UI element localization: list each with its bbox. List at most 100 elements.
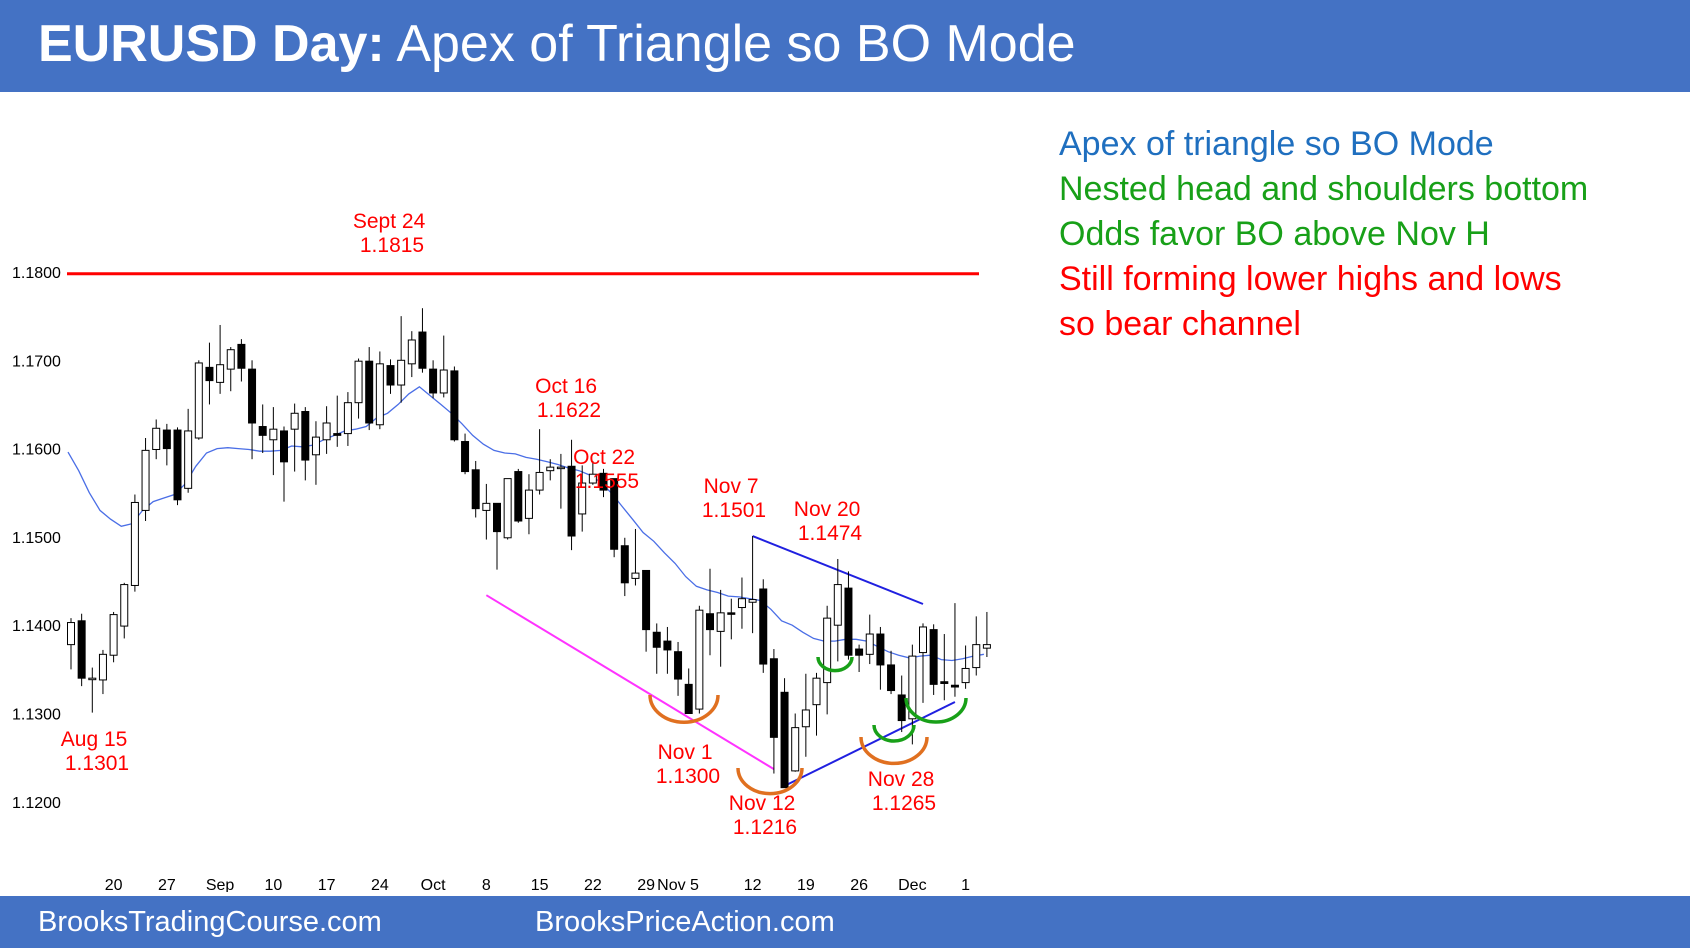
candle-body — [397, 359, 406, 386]
candle — [620, 537, 629, 597]
x-tick-label: 10 — [264, 877, 282, 892]
label-nov7: Nov 7 1.1501 — [702, 475, 766, 522]
candle-body — [706, 613, 714, 631]
candle-body — [450, 370, 459, 441]
candle-body — [407, 339, 416, 365]
y-tick-label: 1.1400 — [12, 618, 61, 635]
x-tick-label: 12 — [744, 877, 762, 892]
candle — [716, 589, 725, 667]
candle-body — [940, 681, 949, 684]
label-oct22-date: Oct 22 — [573, 446, 635, 469]
candle-body — [727, 612, 736, 615]
candle — [152, 419, 161, 460]
note-bear-channel: so bear channel — [1059, 305, 1301, 343]
candle-body — [929, 629, 938, 685]
candle-body — [226, 349, 235, 370]
y-tick-label: 1.1300 — [12, 707, 61, 724]
label-nov12: Nov 12 1.1216 — [729, 792, 801, 839]
footer-bar: BrooksTradingCourse.com BrooksPriceActio… — [0, 896, 1690, 948]
footer-site-left[interactable]: BrooksTradingCourse.com — [38, 906, 382, 938]
candle-body — [663, 640, 672, 651]
candle-body — [620, 545, 629, 584]
label-nov1: Nov 1 1.1300 — [656, 741, 720, 788]
candle-body — [141, 449, 150, 511]
candle — [226, 347, 235, 392]
candle — [567, 439, 576, 551]
candle-body — [386, 365, 395, 386]
y-tick-label: 1.1600 — [12, 442, 61, 459]
x-tick-label: 8 — [482, 877, 491, 892]
y-tick-label: 1.1700 — [12, 353, 61, 370]
candle-body — [152, 427, 161, 450]
candle — [727, 598, 736, 640]
candle — [674, 641, 683, 696]
candle-body — [876, 633, 885, 666]
candle — [248, 360, 257, 460]
candle-body — [737, 598, 746, 609]
candle — [706, 568, 714, 656]
candle — [919, 623, 927, 703]
candle-body — [791, 727, 800, 772]
candle-body — [248, 368, 257, 424]
candle — [471, 460, 480, 518]
candle — [610, 478, 619, 558]
candle-body — [642, 569, 651, 631]
note-odds: Odds favor BO above Nov H — [1059, 215, 1490, 253]
candle-body — [311, 436, 320, 456]
moving-average — [67, 385, 985, 662]
candle — [258, 404, 267, 454]
candle — [216, 324, 225, 394]
candle-body — [88, 677, 97, 681]
right-shoulder-arc — [859, 736, 929, 766]
candle-body — [865, 633, 874, 655]
candle — [184, 408, 193, 493]
note-bo-mode: Apex of triangle so BO Mode — [1059, 125, 1494, 163]
x-tick-label: 27 — [158, 877, 176, 892]
x-tick-label: 20 — [105, 877, 123, 892]
candle — [269, 407, 278, 476]
candle — [301, 407, 310, 481]
candle — [77, 613, 86, 687]
ema-line — [67, 385, 985, 662]
candle — [599, 468, 608, 498]
candle — [865, 614, 874, 665]
candle-body — [98, 653, 107, 681]
candle — [109, 611, 118, 663]
candle — [514, 468, 523, 523]
footer-site-right[interactable]: BrooksPriceAction.com — [535, 906, 835, 938]
label-oct16: Oct 16 1.1622 — [535, 375, 603, 422]
candle — [887, 650, 896, 695]
candle — [759, 579, 768, 673]
candle-body — [290, 412, 299, 430]
candle-body — [109, 614, 118, 656]
candle-body — [67, 622, 75, 646]
label-nov20-price: 1.1474 — [798, 522, 863, 545]
x-tick-label: Dec — [898, 877, 926, 892]
candle-body — [535, 471, 544, 491]
candle — [748, 536, 757, 634]
label-sept24-price: 1.1815 — [360, 234, 424, 257]
candle-body — [130, 501, 139, 586]
x-tick-label: 24 — [371, 877, 389, 892]
candle-body — [716, 612, 725, 632]
candle-body — [429, 368, 438, 394]
candle — [450, 366, 459, 442]
title-subtitle: Apex of Triangle so BO Mode — [396, 15, 1076, 73]
candle — [173, 427, 182, 506]
candle — [407, 331, 416, 378]
label-nov20: Nov 20 1.1474 — [794, 498, 866, 545]
candle — [684, 668, 693, 715]
label-aug15-price: 1.1301 — [65, 752, 129, 775]
candle — [439, 335, 448, 398]
candle-body — [567, 465, 576, 537]
candle — [823, 605, 832, 715]
candles — [67, 308, 991, 789]
page-title: EURUSD Day: Apex of Triangle so BO Mode — [38, 14, 1076, 74]
candle-body — [280, 430, 288, 463]
candle — [556, 453, 565, 509]
label-nov12-price: 1.1216 — [733, 816, 797, 839]
candle-body — [493, 502, 501, 533]
candle-body — [343, 402, 352, 435]
candle — [695, 605, 704, 714]
label-nov1-price: 1.1300 — [656, 765, 720, 788]
